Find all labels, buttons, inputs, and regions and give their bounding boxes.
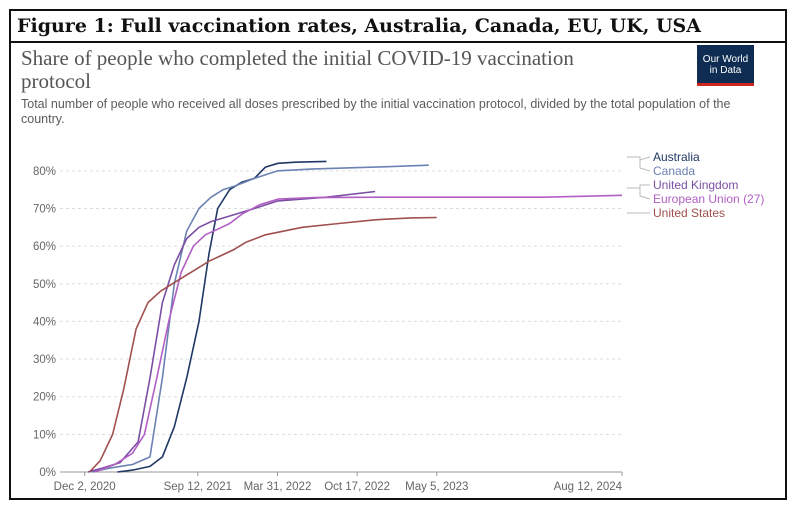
legend-connector: [627, 187, 651, 200]
series-line-european-union-27[interactable]: [94, 194, 623, 473]
series-line-united-kingdom[interactable]: [87, 190, 376, 473]
legend-label[interactable]: European Union (27): [653, 192, 764, 206]
y-tick-label: 30%: [33, 354, 56, 366]
legend-label[interactable]: Canada: [653, 164, 695, 178]
figure-title: Figure 1: Full vaccination rates, Austra…: [11, 11, 785, 43]
y-tick-label: 70%: [33, 203, 56, 215]
series-line-united-states[interactable]: [88, 216, 437, 473]
y-tick-label: 60%: [33, 241, 56, 253]
figure-frame: Figure 1: Full vaccination rates, Austra…: [9, 9, 787, 500]
legend-label[interactable]: Australia: [653, 150, 700, 164]
x-tick-label: Dec 2, 2020: [54, 481, 116, 493]
y-tick-label: 0%: [39, 467, 56, 479]
x-tick-label: Sep 12, 2021: [164, 481, 232, 493]
y-tick-label: 40%: [33, 316, 56, 328]
y-tick-label: 50%: [33, 279, 56, 291]
owid-logo-line2: in Data: [709, 65, 742, 76]
x-tick-label: Aug 12, 2024: [554, 481, 623, 493]
x-tick-label: May 5, 2023: [405, 481, 468, 493]
x-tick-label: Mar 31, 2022: [244, 481, 312, 493]
x-tick-label: Oct 17, 2022: [324, 481, 390, 493]
owid-logo[interactable]: Our World in Data: [697, 45, 754, 86]
legend-label[interactable]: United States: [653, 206, 725, 220]
series-line-canada[interactable]: [91, 164, 429, 473]
y-axis-ticks: 0% 10% 20% 30% 40% 50% 60% 70% 80%: [33, 166, 56, 479]
legend-connector: [627, 156, 651, 172]
series-lines: [87, 160, 623, 473]
y-tick-label: 80%: [33, 166, 56, 178]
chart-subtitle: Total number of people who received all …: [21, 97, 731, 126]
chart-title: Share of people who completed the initia…: [21, 46, 574, 93]
y-tick-label: 20%: [33, 392, 56, 404]
y-tick-label: 10%: [33, 429, 56, 441]
legend-label[interactable]: United Kingdom: [653, 178, 738, 192]
owid-logo-line1: Our World: [702, 54, 749, 65]
grid-lines: [60, 170, 622, 473]
x-axis-ticks: Dec 2, 2020 Sep 12, 2021 Mar 31, 2022 Oct 1…: [54, 472, 623, 493]
